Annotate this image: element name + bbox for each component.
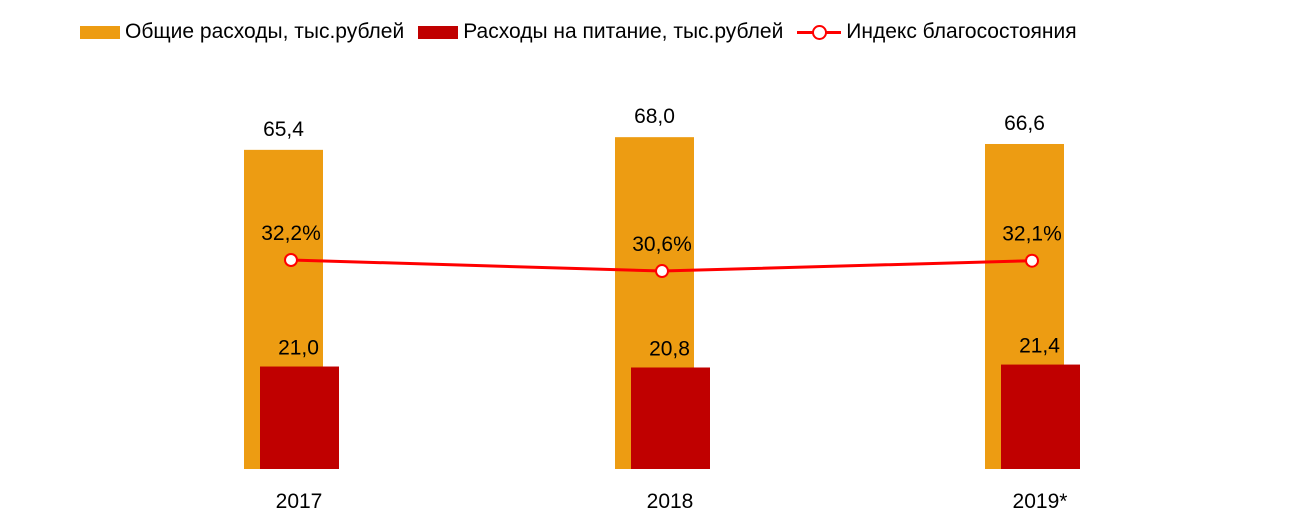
category-label: 2019* <box>1013 490 1068 513</box>
bar-food-expenses <box>1001 364 1080 469</box>
data-label-total: 65,4 <box>263 118 304 141</box>
legend-item-index: Индекс благосостояния <box>797 20 1077 44</box>
bar-food-expenses <box>631 367 710 469</box>
data-label-index: 32,1% <box>1002 223 1062 246</box>
data-label-index: 32,2% <box>261 222 321 245</box>
line-point <box>1025 253 1039 268</box>
line-point <box>655 264 669 279</box>
legend-label: Расходы на питание, тыс.рублей <box>463 20 784 43</box>
legend-swatch-orange <box>80 25 120 39</box>
data-label-total: 68,0 <box>634 105 675 128</box>
legend: Общие расходы, тыс.рублей Расходы на пит… <box>80 20 1091 44</box>
legend-label: Индекс благосостояния <box>846 20 1077 43</box>
legend-line-marker-icon <box>797 25 842 40</box>
data-label-food: 21,4 <box>1019 335 1060 358</box>
data-label-food: 20,8 <box>649 337 690 360</box>
line-point <box>284 253 298 267</box>
category-label: 2018 <box>647 490 694 513</box>
category-label: 2017 <box>276 490 323 513</box>
legend-swatch-red <box>418 25 459 39</box>
legend-item-total: Общие расходы, тыс.рублей <box>80 20 404 44</box>
bar-food-expenses <box>260 366 339 469</box>
data-label-food: 21,0 <box>278 337 319 360</box>
legend-label: Общие расходы, тыс.рублей <box>125 20 405 43</box>
data-label-total: 66,6 <box>1004 112 1045 135</box>
data-label-index: 30,6% <box>632 233 692 256</box>
legend-item-food: Расходы на питание, тыс.рублей <box>418 20 783 44</box>
